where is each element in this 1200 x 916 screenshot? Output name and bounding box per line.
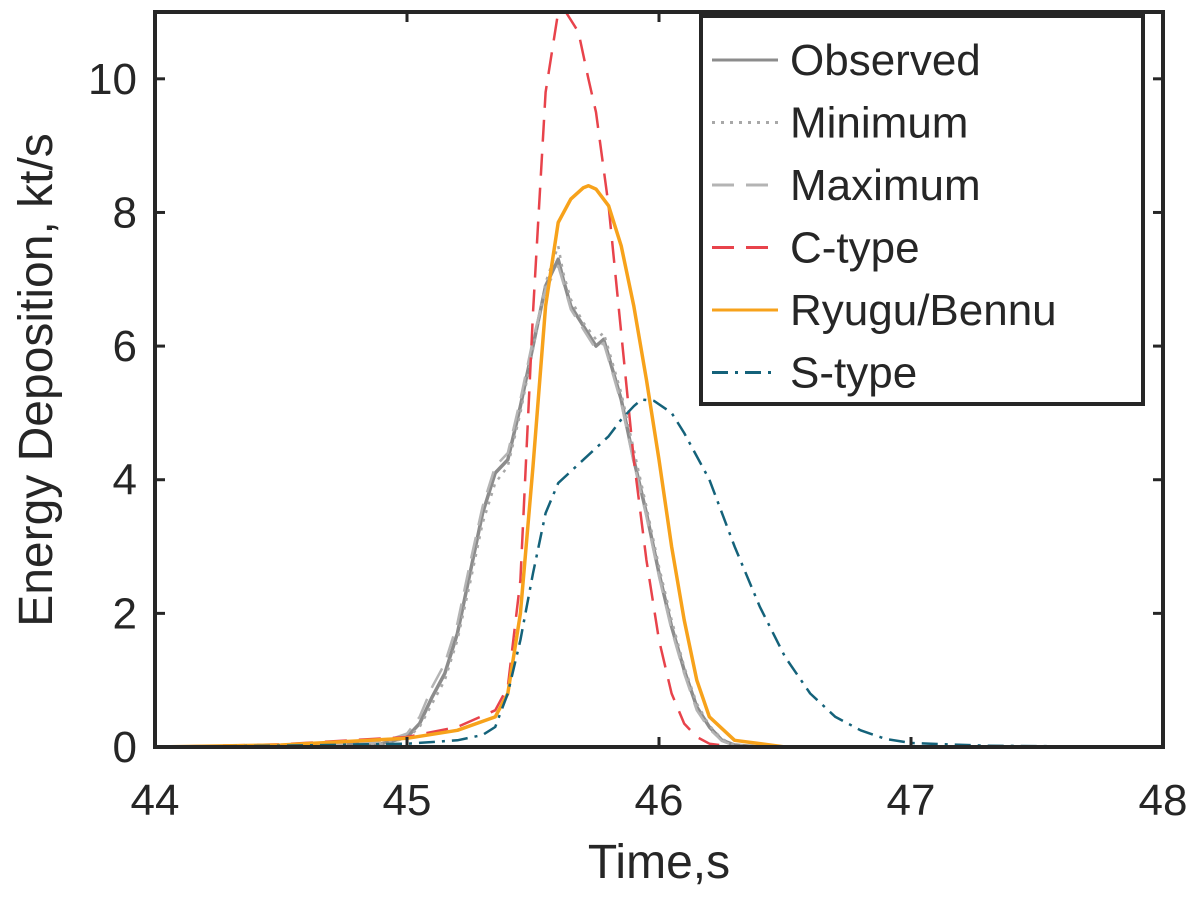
legend-item-minimum: Minimum [712, 99, 968, 148]
series-line-c-type [155, 12, 1163, 747]
y-axis-label: Energy Deposition, kt/s [10, 133, 63, 627]
x-tick-label: 48 [1139, 776, 1188, 825]
legend-item-s-type: S-type [712, 349, 917, 398]
series-line-s-type [155, 398, 1163, 747]
legend-item-c-type: C-type [712, 224, 920, 273]
plot-lines [155, 12, 1163, 747]
y-tick-label: 2 [113, 589, 137, 638]
y-axis: 0 2 4 6 8 10 [88, 55, 1163, 772]
x-tick-label: 46 [635, 776, 684, 825]
y-tick-label: 6 [113, 322, 137, 371]
legend-item-maximum: Maximum [712, 161, 981, 210]
y-tick-label: 0 [113, 723, 137, 772]
legend-label-maximum: Maximum [790, 161, 981, 210]
y-tick-label: 4 [113, 456, 137, 505]
legend: Observed Minimum Maximum C-type Ryugu/Bennu S… [699, 14, 1145, 406]
legend-label-ryugu-bennu: Ryugu/Bennu [790, 286, 1057, 335]
legend-label-s-type: S-type [790, 349, 917, 398]
legend-item-ryugu-bennu: Ryugu/Bennu [712, 286, 1057, 335]
x-tick-label: 45 [383, 776, 432, 825]
legend-label-observed: Observed [790, 36, 981, 85]
x-axis-label: Time,s [588, 836, 730, 889]
y-tick-label: 10 [88, 55, 137, 104]
series-line-minimum [155, 244, 1163, 747]
legend-box [699, 14, 1145, 406]
legend-item-observed: Observed [712, 36, 981, 85]
legend-label-c-type: C-type [790, 224, 920, 273]
series-line-maximum [155, 264, 1163, 747]
legend-label-minimum: Minimum [790, 99, 968, 148]
x-tick-label: 47 [887, 776, 936, 825]
x-tick-label: 44 [131, 776, 180, 825]
y-tick-label: 8 [113, 188, 137, 237]
series-line-ryugu-bennu [155, 183, 1163, 747]
